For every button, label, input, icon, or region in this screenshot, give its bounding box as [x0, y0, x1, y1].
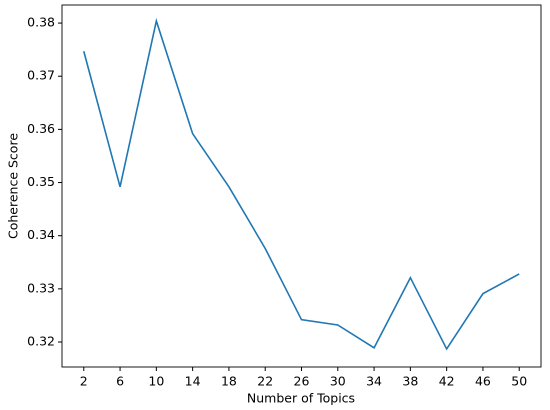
x-tick-label: 46 [475, 374, 491, 389]
y-tick-label: 0.37 [27, 68, 55, 83]
y-tick-label: 0.32 [27, 334, 55, 349]
plot-frame [61, 4, 542, 368]
x-tick-label: 34 [366, 374, 382, 389]
x-tick-label: 18 [221, 374, 237, 389]
x-tick-label: 38 [402, 374, 418, 389]
x-tick-label: 6 [116, 374, 124, 389]
x-tick-label: 14 [185, 374, 201, 389]
y-tick-label: 0.33 [27, 280, 55, 295]
x-axis-label: Number of Topics [247, 391, 355, 406]
x-tick-label: 42 [439, 374, 455, 389]
line [82, 17, 520, 351]
x-tick-label: 2 [80, 374, 88, 389]
x-tick-label: 26 [294, 374, 310, 389]
y-axis-label: Coherence Score [6, 133, 21, 239]
y-tick-label: 0.38 [27, 15, 55, 30]
y-tick-label: 0.34 [27, 227, 55, 242]
y-tick-label: 0.35 [27, 174, 55, 189]
y-tick-label: 0.36 [27, 121, 55, 136]
x-tick-label: 10 [148, 374, 164, 389]
x-tick-label: 50 [511, 374, 527, 389]
x-tick-label: 22 [257, 374, 273, 389]
x-tick-label: 30 [330, 374, 346, 389]
